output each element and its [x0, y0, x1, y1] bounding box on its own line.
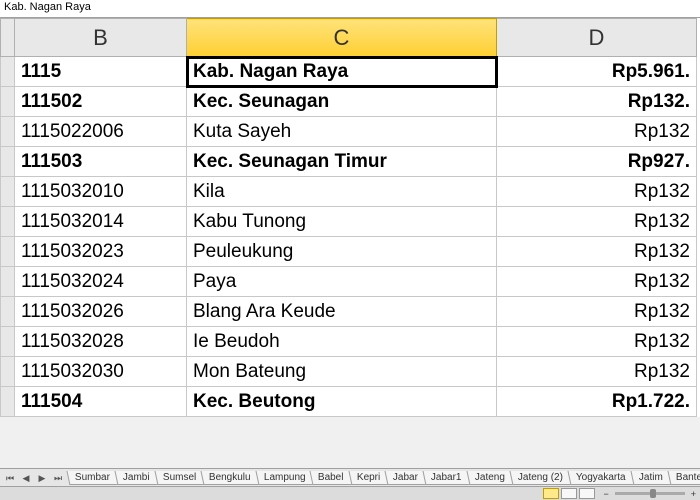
cell[interactable]: Rp132: [497, 117, 697, 147]
cell[interactable]: 1115032010: [15, 177, 187, 207]
tab-nav-prev[interactable]: ◀: [19, 471, 33, 485]
table-row: 1115032010KilaRp132: [1, 177, 697, 207]
table-row: 1115Kab. Nagan RayaRp5.961.: [1, 57, 697, 87]
cell[interactable]: Rp132: [497, 237, 697, 267]
cell[interactable]: Paya: [187, 267, 497, 297]
view-page-layout[interactable]: [561, 488, 577, 499]
sheet-tab[interactable]: Babel: [310, 471, 353, 485]
sheet-tab[interactable]: Jateng: [467, 471, 514, 485]
tabs-list: SumbarJambiSumselBengkuluLampungBabelKep…: [68, 471, 700, 485]
sheet-tab[interactable]: Banten: [667, 471, 700, 485]
sheet-tab[interactable]: Sumsel: [154, 471, 204, 485]
cell[interactable]: Rp132: [497, 267, 697, 297]
cell[interactable]: Kec. Beutong: [187, 387, 497, 417]
table-row: 111502Kec. SeunaganRp132.: [1, 87, 697, 117]
column-header-D[interactable]: D: [497, 19, 697, 57]
view-normal[interactable]: [543, 488, 559, 499]
worksheet-area: BCD 1115Kab. Nagan RayaRp5.961.111502Kec…: [0, 18, 700, 417]
col-stub: [1, 19, 15, 57]
cell[interactable]: 111504: [15, 387, 187, 417]
row-stub: [1, 357, 15, 387]
cell[interactable]: Rp927.: [497, 147, 697, 177]
sheet-tab[interactable]: Sumbar: [67, 471, 119, 485]
table-row: 1115032026Blang Ara KeudeRp132: [1, 297, 697, 327]
row-stub: [1, 147, 15, 177]
cell[interactable]: Mon Bateung: [187, 357, 497, 387]
cell[interactable]: Rp5.961.: [497, 57, 697, 87]
tab-nav-next[interactable]: ▶: [35, 471, 49, 485]
cell[interactable]: Kec. Seunagan: [187, 87, 497, 117]
tab-nav-first[interactable]: ⏮: [3, 471, 17, 485]
view-page-break[interactable]: [579, 488, 595, 499]
status-bar: − +: [0, 486, 700, 500]
cell[interactable]: 1115032030: [15, 357, 187, 387]
cell[interactable]: Kab. Nagan Raya: [187, 57, 497, 87]
row-stub: [1, 267, 15, 297]
sheet-tab[interactable]: Yogyakarta: [568, 471, 635, 485]
tab-nav-last[interactable]: ⏭: [51, 471, 65, 485]
cell[interactable]: 1115022006: [15, 117, 187, 147]
table-row: 1115032030Mon BateungRp132: [1, 357, 697, 387]
formula-bar-value: Kab. Nagan Raya: [4, 1, 91, 13]
cell[interactable]: Rp132: [497, 327, 697, 357]
table-row: 1115032028Ie BeudohRp132: [1, 327, 697, 357]
cell[interactable]: Rp1.722.: [497, 387, 697, 417]
cell[interactable]: Ie Beudoh: [187, 327, 497, 357]
row-stub: [1, 117, 15, 147]
sheet-tab-bar: ⏮ ◀ ▶ ⏭ SumbarJambiSumselBengkuluLampung…: [0, 468, 700, 486]
table-row: 1115032023PeuleukungRp132: [1, 237, 697, 267]
table-row: 111504Kec. BeutongRp1.722.: [1, 387, 697, 417]
cell[interactable]: Kabu Tunong: [187, 207, 497, 237]
cell[interactable]: Peuleukung: [187, 237, 497, 267]
cell[interactable]: Rp132: [497, 357, 697, 387]
row-stub: [1, 207, 15, 237]
table-row: 1115022006Kuta SayehRp132: [1, 117, 697, 147]
tab-nav: ⏮ ◀ ▶ ⏭: [0, 471, 68, 485]
view-buttons: [543, 488, 595, 499]
sheet-tab[interactable]: Jambi: [115, 471, 159, 485]
row-stub: [1, 57, 15, 87]
cell[interactable]: 1115032026: [15, 297, 187, 327]
sheet-tab[interactable]: Jateng (2): [510, 471, 572, 485]
zoom-out[interactable]: −: [603, 489, 608, 499]
cell[interactable]: Rp132.: [497, 87, 697, 117]
sheet-tab[interactable]: Lampung: [255, 471, 314, 485]
cell[interactable]: Rp132: [497, 207, 697, 237]
row-stub: [1, 87, 15, 117]
sheet-tab[interactable]: Jatim: [630, 471, 671, 485]
column-header-B[interactable]: B: [15, 19, 187, 57]
row-stub: [1, 327, 15, 357]
table-row: 1115032024PayaRp132: [1, 267, 697, 297]
zoom-slider[interactable]: [615, 492, 685, 495]
cell[interactable]: 111503: [15, 147, 187, 177]
zoom-in[interactable]: +: [691, 489, 696, 499]
sheet-tab[interactable]: Kepri: [349, 471, 389, 485]
cell[interactable]: 111502: [15, 87, 187, 117]
sheet-tab[interactable]: Jabar1: [423, 471, 471, 485]
cell[interactable]: Kec. Seunagan Timur: [187, 147, 497, 177]
row-stub: [1, 177, 15, 207]
table-row: 1115032014Kabu TunongRp132: [1, 207, 697, 237]
cell[interactable]: Rp132: [497, 297, 697, 327]
formula-bar[interactable]: Kab. Nagan Raya: [0, 0, 700, 18]
table-row: 111503Kec. Seunagan TimurRp927.: [1, 147, 697, 177]
cell[interactable]: 1115032024: [15, 267, 187, 297]
column-header-C[interactable]: C: [187, 19, 497, 57]
cell[interactable]: Kila: [187, 177, 497, 207]
cell[interactable]: Blang Ara Keude: [187, 297, 497, 327]
row-stub: [1, 297, 15, 327]
cell[interactable]: 1115032028: [15, 327, 187, 357]
cell[interactable]: 1115: [15, 57, 187, 87]
sheet-tab[interactable]: Bengkulu: [201, 471, 260, 485]
sheet-tab[interactable]: Jabar: [385, 471, 427, 485]
row-stub: [1, 387, 15, 417]
cell[interactable]: 1115032014: [15, 207, 187, 237]
cell[interactable]: Kuta Sayeh: [187, 117, 497, 147]
row-stub: [1, 237, 15, 267]
grid-table: BCD 1115Kab. Nagan RayaRp5.961.111502Kec…: [0, 18, 697, 417]
cell[interactable]: Rp132: [497, 177, 697, 207]
cell[interactable]: 1115032023: [15, 237, 187, 267]
